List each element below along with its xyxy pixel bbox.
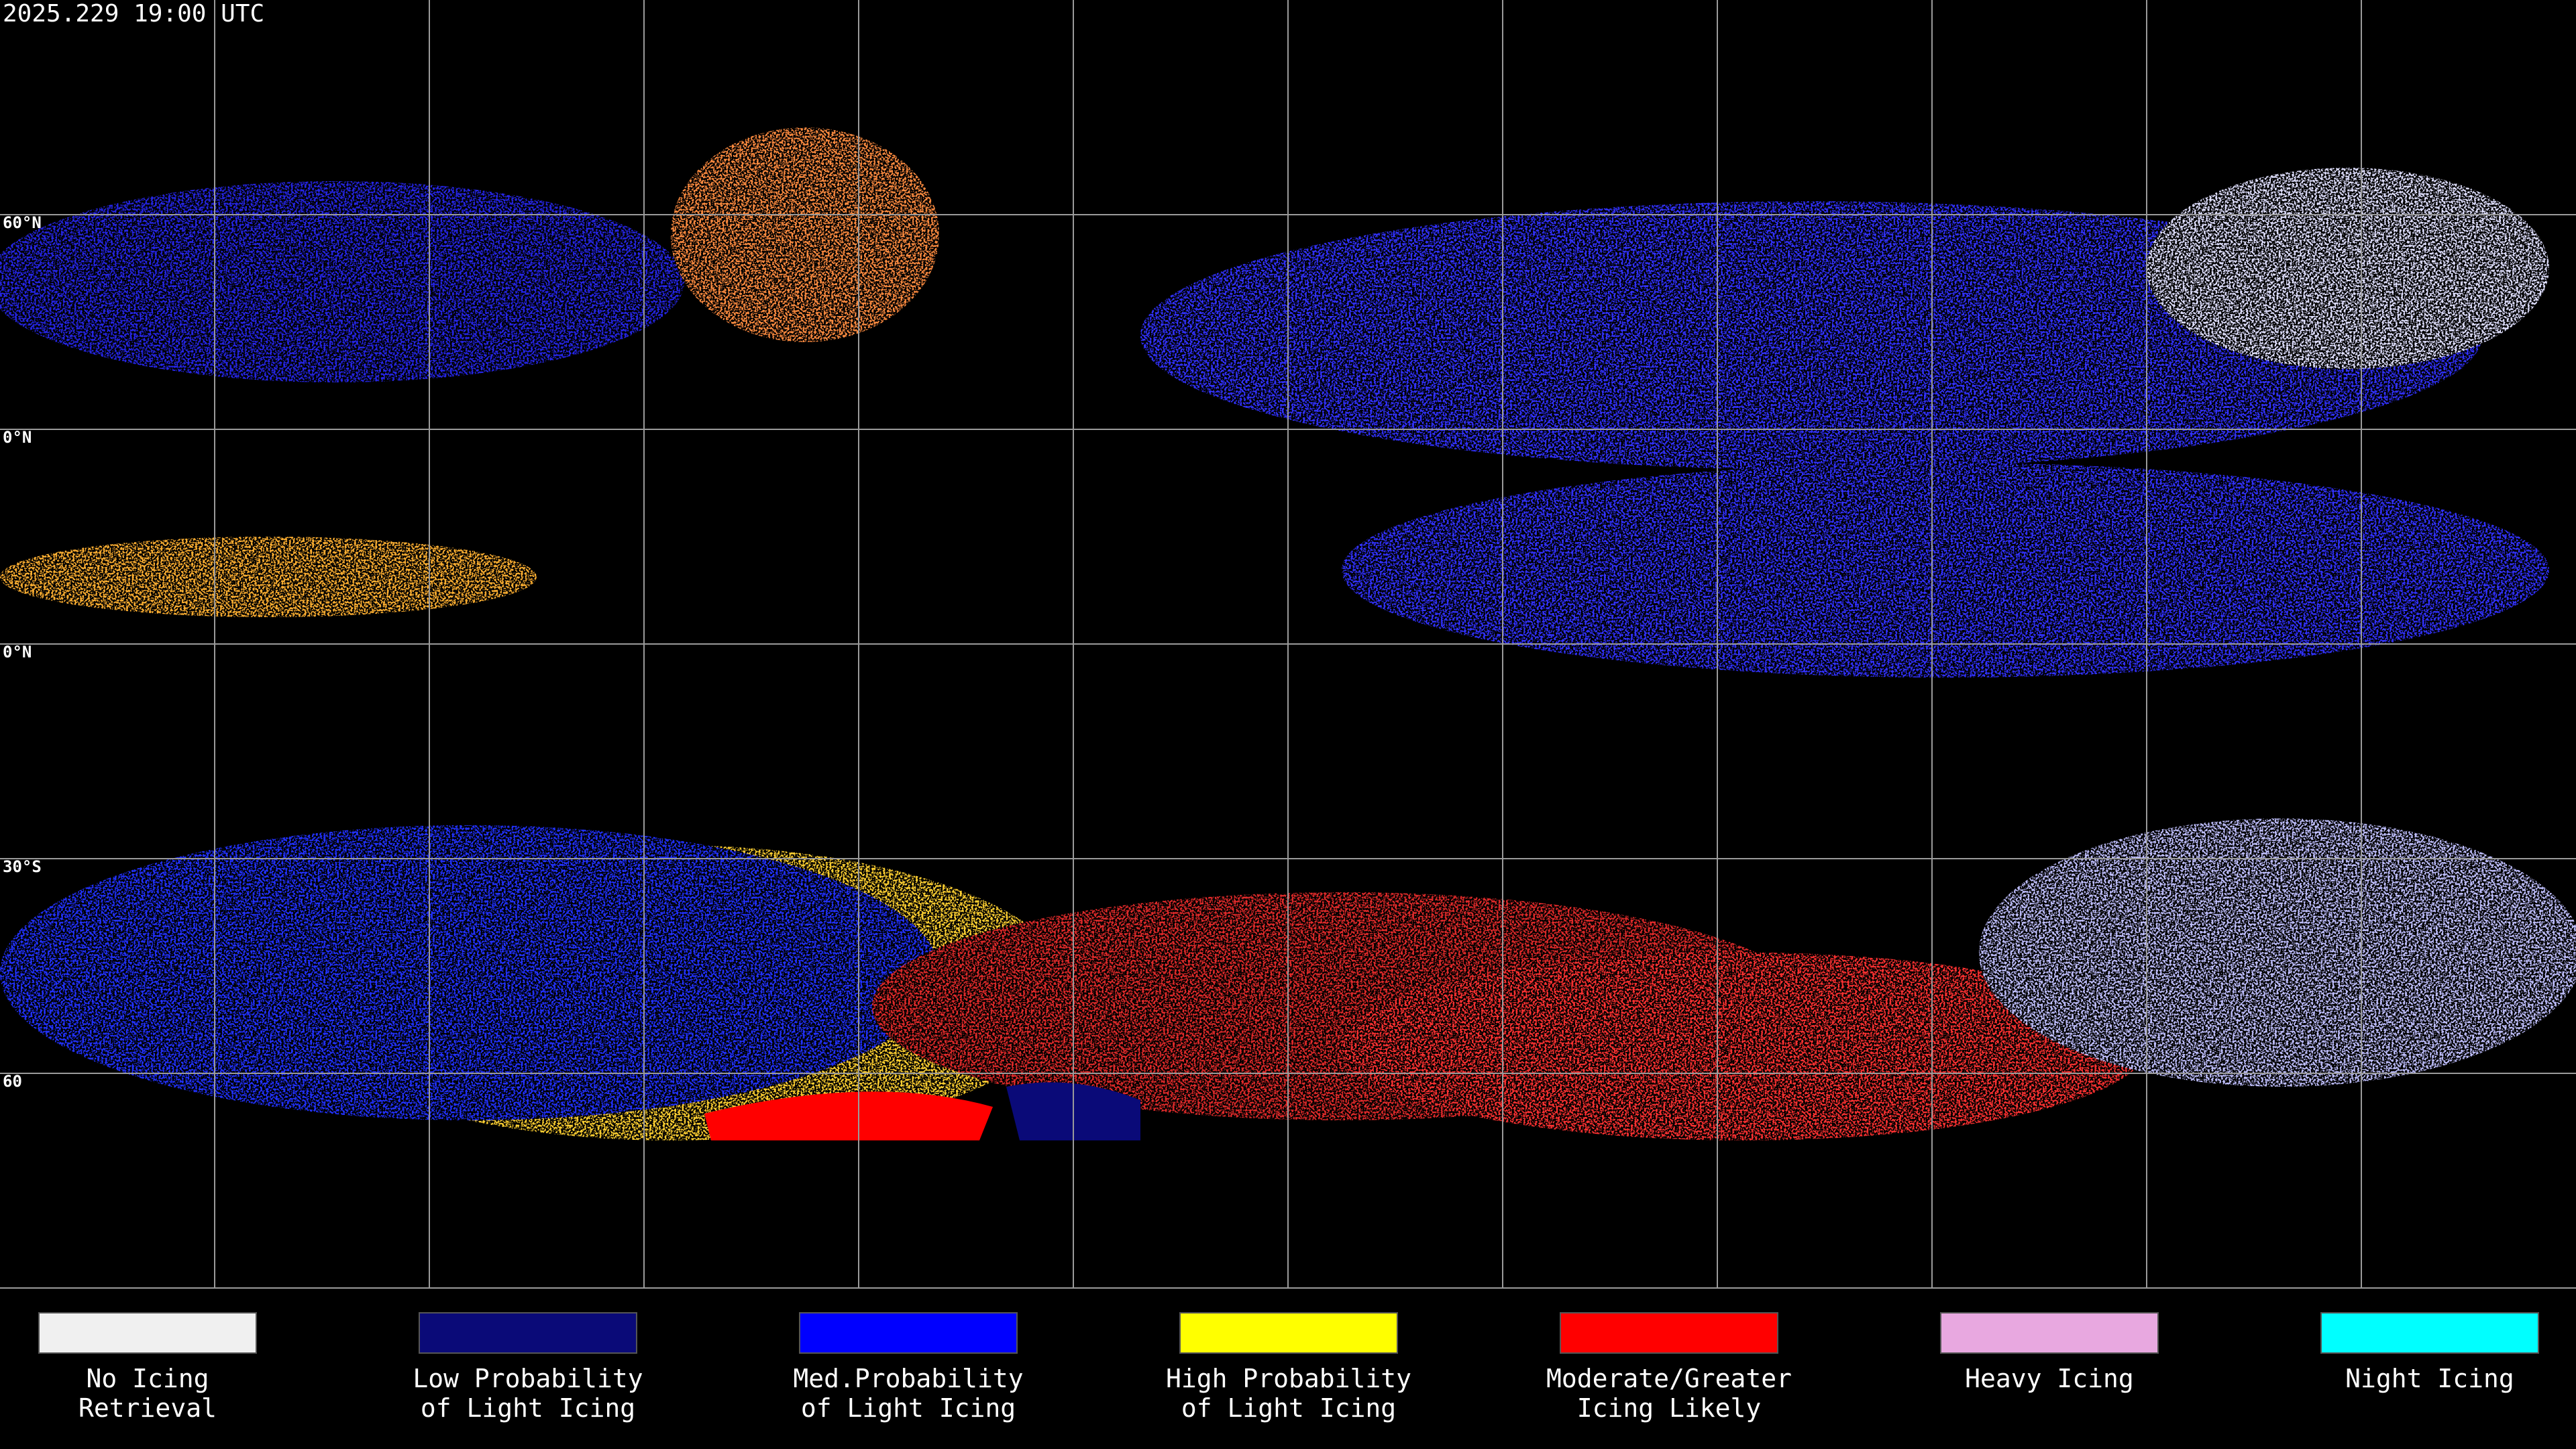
legend-label: No Icing <box>86 1364 209 1393</box>
lat-label: 0°N <box>3 643 32 661</box>
legend-label: of Light Icing <box>421 1393 635 1423</box>
legend-swatch <box>1179 1312 1398 1354</box>
legend-label: High Probability <box>1166 1364 1411 1393</box>
latitude-labels: 60°N 0°N 0°N 30°S 60 <box>3 213 42 1091</box>
legend-swatch <box>419 1312 637 1354</box>
legend-swatch <box>1560 1312 1778 1354</box>
icing-field <box>0 127 2576 1140</box>
lat-label: 60 <box>3 1072 22 1091</box>
legend-label: Med.Probability <box>793 1364 1023 1393</box>
legend-label: of Light Icing <box>1181 1393 1396 1423</box>
legend-label: Low Probability <box>413 1364 643 1393</box>
timestamp: 2025.229 19:00 UTC <box>3 0 264 28</box>
lat-label: 30°S <box>3 857 42 876</box>
legend-swatch <box>799 1312 1018 1354</box>
legend-label: Moderate/Greater <box>1546 1364 1792 1393</box>
legend-label: of Light Icing <box>801 1393 1016 1423</box>
legend-label: Heavy Icing <box>1965 1364 2134 1393</box>
lat-label: 0°N <box>3 428 32 447</box>
legend-swatch <box>2320 1312 2539 1354</box>
legend-swatch <box>38 1312 257 1354</box>
lat-label: 60°N <box>3 213 42 232</box>
legend-label: Retrieval <box>78 1393 217 1423</box>
graticule <box>0 0 2576 1289</box>
legend-label: Icing Likely <box>1577 1393 1762 1423</box>
legend-label: Night Icing <box>2345 1364 2514 1393</box>
legend-swatch <box>1940 1312 2159 1354</box>
antarctic-region <box>704 1091 993 1140</box>
